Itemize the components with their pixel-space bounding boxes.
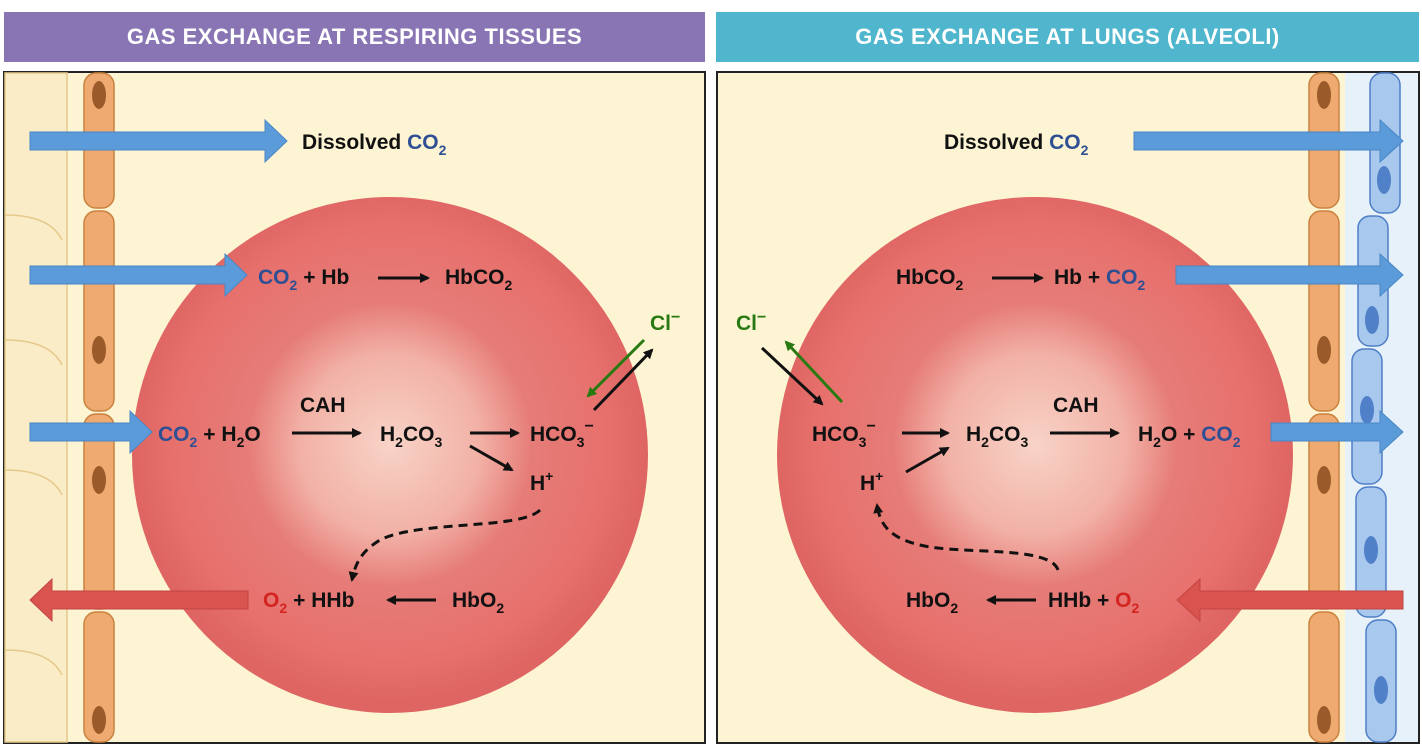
right-hco3-label: HCO3−	[812, 418, 876, 450]
left-co2-h2o-label: CO2 + H2O	[158, 423, 261, 450]
right-hbco2-label: HbCO2	[896, 266, 964, 293]
left-co2-hb-label: CO2 + Hb	[258, 266, 349, 293]
right-dissolved-co2-label: Dissolved CO2	[944, 131, 1089, 158]
tissue-cells	[5, 73, 67, 742]
right-hb-co2-label: Hb + CO2	[1054, 266, 1145, 293]
right-hhb-o2-label: HHb + O2	[1048, 589, 1139, 616]
right-cah-label: CAH	[1053, 394, 1099, 417]
left-dissolved-co2-label: Dissolved CO2	[302, 131, 447, 158]
left-hbco2-label: HbCO2	[445, 266, 513, 293]
left-cah-label: CAH	[300, 394, 346, 417]
left-h2co3-label: H2CO3	[380, 423, 442, 450]
capillary-wall-left	[84, 73, 114, 742]
capillary-wall-right	[1309, 73, 1339, 742]
alveolar-wall	[1345, 73, 1418, 742]
left-o2-hhb-label: O2 + HHb	[263, 589, 354, 616]
right-h2co3-label: H2CO3	[966, 423, 1028, 450]
left-hco3-label: HCO3−	[530, 418, 594, 450]
